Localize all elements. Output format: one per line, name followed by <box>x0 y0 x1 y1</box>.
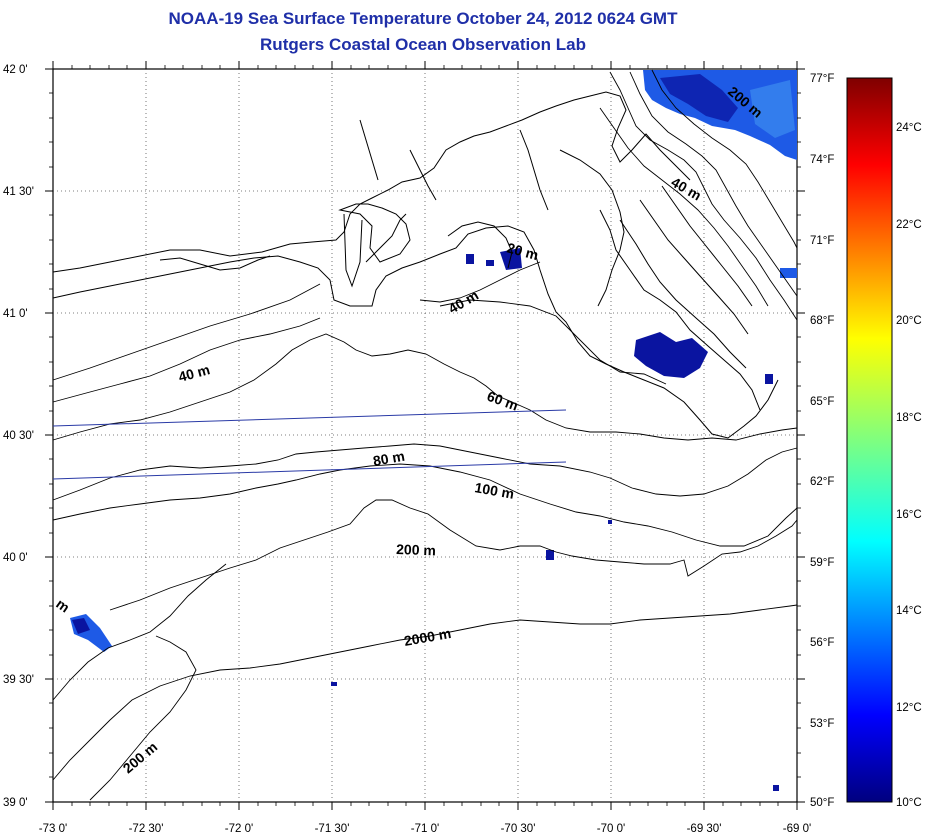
f-label-50: 50°F <box>810 797 834 809</box>
tick-marks <box>45 61 805 810</box>
sst-patch-buzzards <box>500 248 522 270</box>
lon-label-69-30: -69 30' <box>687 823 722 835</box>
map-subtitle: Rutgers Coastal Ocean Observation Lab <box>260 35 586 54</box>
transect-north <box>52 409 567 427</box>
lat-label-39-30: 39 30' <box>3 674 34 686</box>
minor-tick-marks <box>49 65 801 806</box>
coast-jagged-7 <box>519 129 549 211</box>
lon-label-72: -72 0' <box>225 823 253 835</box>
f-label-53: 53°F <box>810 718 834 730</box>
contour-label-100m: 100 m <box>473 479 515 502</box>
f-label-59: 59°F <box>810 557 834 569</box>
c-label-10: 10°C <box>896 797 922 809</box>
lat-label-40: 40 0' <box>3 552 28 564</box>
contour-200m <box>109 499 798 611</box>
sst-patch-nantucket-south <box>634 332 708 378</box>
grid-lines <box>53 69 797 802</box>
lon-label-72-30: -72 30' <box>129 823 164 835</box>
f-label-71: 71°F <box>810 235 834 247</box>
contour-200m-west-edge <box>52 563 227 701</box>
sst-colorbar <box>846 77 893 803</box>
contour-100m <box>52 463 798 547</box>
c-label-18: 18°C <box>896 412 922 424</box>
contour-20m <box>419 261 541 303</box>
transect-lines <box>52 409 567 480</box>
lon-label-69: -69 0' <box>783 823 811 835</box>
fahrenheit-labels: 77°F 74°F 71°F 68°F 65°F 62°F 59°F 56°F … <box>810 73 834 809</box>
contour-ne-shelf-2 <box>629 71 798 297</box>
map-title: NOAA-19 Sea Surface Temperature October … <box>168 9 678 28</box>
f-label-62: 62°F <box>810 476 834 488</box>
coast-bay-west <box>159 255 271 271</box>
coastline <box>52 91 779 439</box>
lat-label-41-30: 41 30' <box>3 186 34 198</box>
sst-patch-southwest-core <box>72 618 90 634</box>
coast-jagged-6 <box>409 149 437 201</box>
contour-80m <box>52 443 798 501</box>
contour-ne-shelf-4 <box>599 107 769 307</box>
lat-label-42: 42 0' <box>3 64 28 76</box>
sst-patch-northeast-core <box>660 74 738 122</box>
sst-patch-small-2 <box>486 260 494 266</box>
c-label-22: 22°C <box>896 219 922 231</box>
contour-label-40m-west: 40 m <box>177 361 212 385</box>
sst-patch-small-1 <box>466 254 474 264</box>
coast-cape <box>559 149 625 307</box>
coast-elizabeth <box>447 221 513 269</box>
f-label-77: 77°F <box>810 73 834 85</box>
lon-label-71-30: -71 30' <box>315 823 350 835</box>
sst-patch-east-edge <box>780 268 797 278</box>
contour-40m-north <box>52 283 321 381</box>
coast-long-island-south <box>52 225 779 439</box>
c-label-16: 16°C <box>896 509 922 521</box>
contour-label-20m: 20 m <box>505 239 540 263</box>
contour-200m-southwest <box>89 635 197 801</box>
coast-narragansett-2 <box>365 213 407 263</box>
lat-label-39: 39 0' <box>3 797 28 809</box>
contour-40m-east <box>439 299 667 385</box>
lon-label-70-30: -70 30' <box>501 823 536 835</box>
coast-jagged-2 <box>619 219 747 369</box>
sst-patch-small-4 <box>765 374 773 384</box>
transect-south <box>52 461 567 480</box>
coast-narragansett <box>343 213 363 288</box>
f-label-56: 56°F <box>810 637 834 649</box>
coast-jagged-1 <box>599 209 761 411</box>
lon-label-71: -71 0' <box>411 823 439 835</box>
bathymetry-contours <box>52 69 798 801</box>
lon-label-70: -70 0' <box>597 823 625 835</box>
longitude-labels: -73 0' -72 30' -72 0' -71 30' -71 0' -70… <box>39 823 811 835</box>
c-label-20: 20°C <box>896 315 922 327</box>
coast-jagged-5 <box>359 119 379 181</box>
f-label-68: 68°F <box>810 315 834 327</box>
lat-label-40-30: 40 30' <box>3 430 34 442</box>
lon-label-73: -73 0' <box>39 823 67 835</box>
contour-40m-mid <box>52 317 321 403</box>
contour-ne-shelf-3 <box>651 69 798 249</box>
coast-long-island-north <box>52 91 691 273</box>
contour-60m <box>52 333 798 441</box>
latitude-labels: 42 0' 41 30' 41 0' 40 30' 40 0' 39 30' 3… <box>3 64 34 809</box>
contour-label-200m-mid: 200 m <box>396 541 436 558</box>
c-label-14: 14°C <box>896 605 922 617</box>
contour-2000m <box>52 604 798 781</box>
celsius-labels: 24°C 22°C 20°C 18°C 16°C 14°C 12°C 10°C <box>896 122 922 809</box>
c-label-24: 24°C <box>896 122 922 134</box>
f-label-74: 74°F <box>810 154 834 166</box>
c-label-12: 12°C <box>896 702 922 714</box>
contour-label-80m: 80 m <box>372 448 406 469</box>
sst-patch-small-7 <box>608 520 612 524</box>
coast-jagged-3 <box>639 199 749 335</box>
coast-jagged-4 <box>661 185 753 307</box>
coast-island-ri <box>338 203 411 263</box>
lat-label-41: 41 0' <box>3 308 28 320</box>
sst-patches <box>70 70 797 791</box>
f-label-65: 65°F <box>810 396 834 408</box>
sst-patch-small-6 <box>331 682 337 686</box>
sst-patch-small-5 <box>773 785 779 791</box>
sst-patch-small-3 <box>546 550 554 560</box>
contour-ne-shelf-1 <box>609 71 798 321</box>
sst-patch-northeast-light <box>750 80 795 138</box>
